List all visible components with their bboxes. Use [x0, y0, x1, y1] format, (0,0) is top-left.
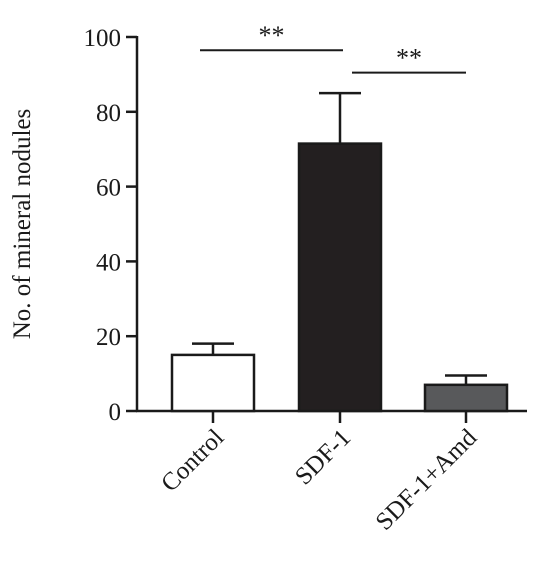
x-tick-label: Control — [156, 424, 229, 497]
bar-control — [170, 353, 256, 413]
y-tick-label: 100 — [84, 25, 122, 52]
y-tick-label: 60 — [96, 175, 121, 202]
y-axis: 0 20 40 60 80 100 — [84, 25, 139, 426]
y-tick-label: 0 — [109, 399, 122, 426]
bar-sdf-1-amd — [423, 383, 509, 413]
significance-label: ** — [259, 21, 285, 50]
bars — [170, 91, 509, 413]
x-tick-label: SDF-1+Amd — [371, 424, 483, 536]
x-axis: Control SDF-1 SDF-1+Amd — [136, 409, 527, 536]
significance-label: ** — [396, 44, 422, 73]
y-axis-label: No. of mineral nodules — [9, 109, 36, 340]
significance-brackets: ** ** — [200, 21, 466, 74]
y-tick-label: 20 — [96, 324, 121, 351]
y-tick-label: 40 — [96, 249, 121, 276]
bar-sdf-1 — [297, 142, 383, 413]
y-tick-label: 80 — [96, 100, 121, 127]
x-tick-label: SDF-1 — [290, 424, 356, 490]
